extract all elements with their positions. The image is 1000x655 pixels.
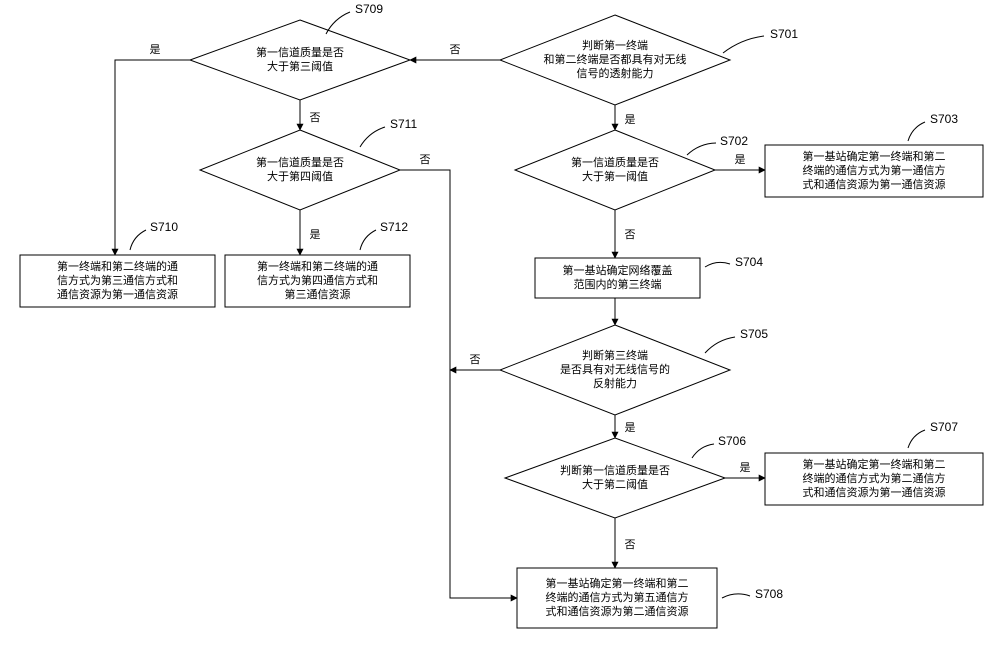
label-pointer bbox=[705, 337, 735, 353]
step-label-s707: S707 bbox=[930, 420, 958, 434]
step-label-s705: S705 bbox=[740, 327, 768, 341]
label-pointer bbox=[908, 122, 925, 141]
svg-text:式和通信资源为第一通信资源: 式和通信资源为第一通信资源 bbox=[803, 177, 946, 191]
edge-label: 是 bbox=[310, 228, 321, 241]
label-pointer bbox=[705, 262, 730, 267]
svg-text:终端的通信方式为第一通信方: 终端的通信方式为第一通信方 bbox=[803, 163, 946, 177]
step-label-s702: S702 bbox=[720, 134, 748, 148]
svg-text:第一信道质量是否: 第一信道质量是否 bbox=[571, 155, 659, 169]
label-pointer bbox=[130, 230, 146, 250]
label-pointer bbox=[908, 430, 925, 448]
svg-text:信方式为第四通信方式和: 信方式为第四通信方式和 bbox=[257, 273, 378, 287]
svg-text:第一信道质量是否: 第一信道质量是否 bbox=[256, 45, 344, 59]
svg-text:判断第一信道质量是否: 判断第一信道质量是否 bbox=[560, 463, 670, 477]
svg-text:信号的透射能力: 信号的透射能力 bbox=[577, 66, 654, 80]
step-label-s711: S711 bbox=[390, 117, 417, 131]
svg-text:信方式为第三通信方式和: 信方式为第三通信方式和 bbox=[57, 273, 178, 287]
svg-text:第一终端和第二终端的通: 第一终端和第二终端的通 bbox=[257, 259, 378, 273]
flow-edge bbox=[400, 170, 517, 598]
edge-label: 否 bbox=[625, 539, 636, 551]
svg-text:终端的通信方式为第五通信方: 终端的通信方式为第五通信方 bbox=[546, 590, 689, 604]
step-label-s709: S709 bbox=[355, 2, 383, 16]
svg-text:反射能力: 反射能力 bbox=[593, 376, 637, 390]
svg-text:范围内的第三终端: 范围内的第三终端 bbox=[574, 277, 662, 291]
svg-text:第三通信资源: 第三通信资源 bbox=[285, 287, 351, 301]
label-pointer bbox=[360, 230, 376, 250]
edge-label: 是 bbox=[625, 113, 636, 126]
svg-text:第一信道质量是否: 第一信道质量是否 bbox=[256, 155, 344, 169]
svg-text:第一基站确定第一终端和第二: 第一基站确定第一终端和第二 bbox=[803, 457, 946, 471]
step-label-s704: S704 bbox=[735, 255, 763, 269]
svg-text:第一终端和第二终端的通: 第一终端和第二终端的通 bbox=[57, 259, 178, 273]
edge-label: 否 bbox=[310, 112, 321, 124]
svg-text:式和通信资源为第二通信资源: 式和通信资源为第二通信资源 bbox=[546, 604, 689, 618]
svg-text:大于第一阈值: 大于第一阈值 bbox=[582, 169, 648, 183]
step-label-s706: S706 bbox=[718, 434, 746, 448]
edge-label: 否 bbox=[450, 44, 461, 56]
svg-text:是否具有对无线信号的: 是否具有对无线信号的 bbox=[560, 362, 670, 376]
edge-label: 是 bbox=[150, 43, 161, 56]
step-label-s712: S712 bbox=[380, 220, 408, 234]
svg-text:判断第三终端: 判断第三终端 bbox=[582, 348, 648, 362]
svg-text:大于第三阈值: 大于第三阈值 bbox=[267, 59, 333, 73]
edge-label: 是 bbox=[625, 421, 636, 434]
svg-text:式和通信资源为第一通信资源: 式和通信资源为第一通信资源 bbox=[803, 485, 946, 499]
svg-text:大于第二阈值: 大于第二阈值 bbox=[582, 477, 648, 491]
svg-text:和第二终端是否都具有对无线: 和第二终端是否都具有对无线 bbox=[544, 52, 687, 66]
label-pointer bbox=[722, 594, 750, 598]
step-label-s708: S708 bbox=[755, 587, 783, 601]
edge-label: 否 bbox=[470, 354, 481, 366]
step-label-s703: S703 bbox=[930, 112, 958, 126]
svg-text:大于第四阈值: 大于第四阈值 bbox=[267, 169, 333, 183]
svg-text:判断第一终端: 判断第一终端 bbox=[582, 38, 648, 52]
step-label-s710: S710 bbox=[150, 220, 178, 234]
label-pointer bbox=[687, 143, 716, 155]
edge-label: 是 bbox=[735, 153, 746, 166]
edge-label: 是 bbox=[740, 461, 751, 474]
svg-text:通信资源为第一通信资源: 通信资源为第一通信资源 bbox=[57, 287, 178, 301]
label-pointer bbox=[360, 127, 385, 147]
svg-text:第一基站确定网络覆盖: 第一基站确定网络覆盖 bbox=[563, 263, 673, 277]
step-label-s701: S701 bbox=[770, 27, 798, 41]
svg-text:第一基站确定第一终端和第二: 第一基站确定第一终端和第二 bbox=[546, 576, 689, 590]
svg-text:第一基站确定第一终端和第二: 第一基站确定第一终端和第二 bbox=[803, 149, 946, 163]
edge-label: 否 bbox=[625, 229, 636, 241]
svg-text:终端的通信方式为第二通信方: 终端的通信方式为第二通信方 bbox=[803, 471, 946, 485]
edge-label: 否 bbox=[420, 154, 431, 166]
label-pointer bbox=[692, 444, 714, 458]
label-pointer bbox=[723, 36, 764, 53]
